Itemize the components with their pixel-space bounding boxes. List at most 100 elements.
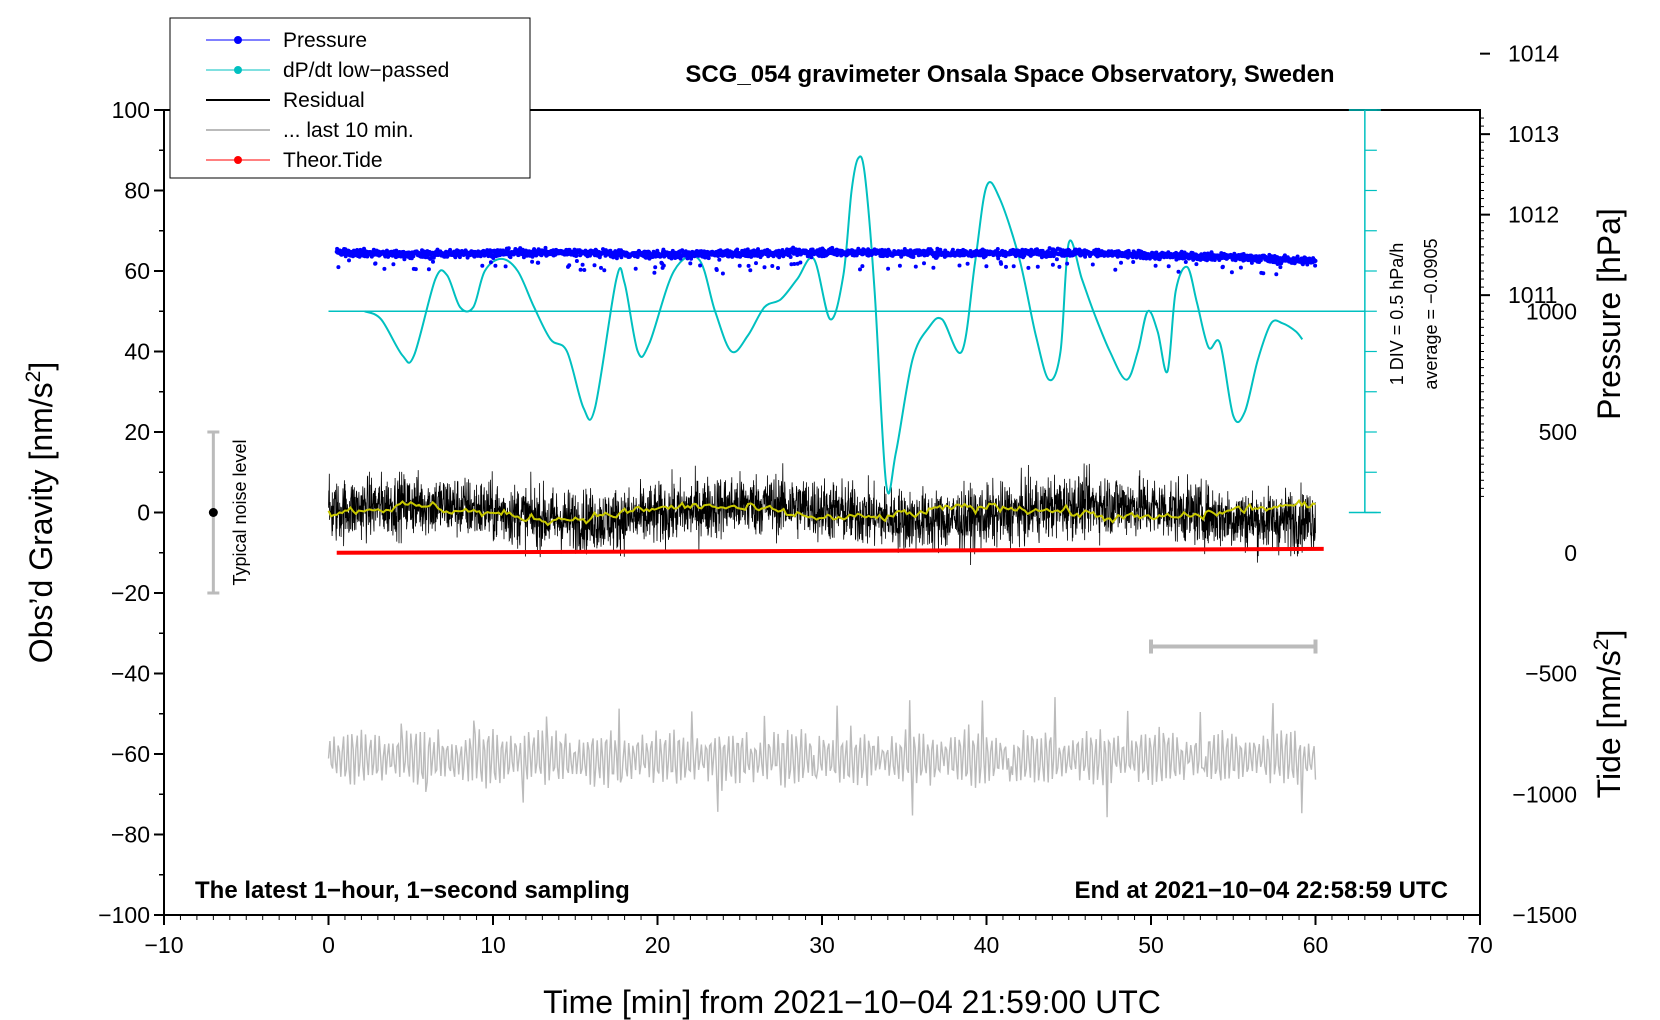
pressure-point	[911, 255, 916, 259]
pressure-point	[1153, 263, 1158, 268]
y-axis-title-pressure: Pressure [hPa]	[1591, 208, 1627, 420]
annotation-sampling: The latest 1−hour, 1−second sampling	[195, 877, 630, 904]
y-axis-title-tide: Tide [nm/s2]	[1590, 630, 1627, 799]
pressure-tick-label: 1012	[1508, 202, 1559, 228]
y-tick-label: −20	[111, 580, 150, 606]
legend-label: ... last 10 min.	[283, 119, 414, 142]
pressure-point	[746, 263, 751, 268]
y-axis-title-gravity-sup: 2	[22, 371, 45, 383]
pressure-point	[580, 262, 585, 267]
x-axis-title: Time [min] from 2021−10−04 21:59:00 UTC	[543, 984, 1161, 1020]
pressure-point	[957, 263, 962, 268]
pressure-point	[493, 263, 498, 268]
legend-swatch-dot	[234, 36, 242, 44]
pressure-point	[651, 249, 656, 254]
legend-label: Residual	[283, 89, 365, 112]
y-tick-label: −40	[111, 661, 150, 687]
pressure-point	[1113, 267, 1118, 272]
pressure-point	[1212, 258, 1217, 262]
pressure-point	[860, 264, 865, 269]
pressure-point	[748, 268, 753, 273]
pressure-point	[536, 260, 541, 265]
x-tick-label: 0	[322, 932, 335, 958]
pressure-point	[1176, 269, 1181, 274]
pressure-point	[382, 266, 387, 271]
x-tick-label: −10	[144, 932, 183, 958]
pressure-point	[661, 263, 666, 268]
y-axis-title-tide-text: Tide [nm/s	[1591, 650, 1627, 798]
x-tick-label: 60	[1303, 932, 1329, 958]
pressure-point	[1313, 258, 1318, 263]
pressure-tick-label: 1014	[1508, 41, 1559, 67]
pressure-point	[881, 254, 886, 259]
legend-label: dP/dt low−passed	[283, 59, 449, 82]
pressure-point	[1278, 265, 1283, 270]
pressure-point	[574, 253, 579, 258]
annotation-end-time: End at 2021−10−04 22:58:59 UTC	[1074, 877, 1448, 904]
x-tick-label: 30	[809, 932, 835, 958]
legend-box	[169, 17, 531, 179]
pressure-point	[448, 247, 453, 252]
pressure-point	[1295, 254, 1300, 259]
tide-tick-label: −1000	[1512, 781, 1577, 807]
pressure-point	[999, 261, 1004, 266]
pressure-point	[506, 246, 511, 251]
pressure-point	[913, 264, 918, 269]
series-layer	[327, 155, 1324, 818]
pressure-point	[365, 254, 370, 259]
pressure-point	[886, 266, 891, 271]
pressure-point	[720, 271, 725, 276]
pressure-point	[762, 265, 767, 270]
pressure-point	[426, 267, 431, 272]
pressure-point	[1026, 265, 1031, 270]
x-tick-label: 40	[974, 932, 1000, 958]
noise-level-center	[208, 508, 218, 517]
pressure-point	[770, 264, 775, 268]
pressure-point	[480, 263, 485, 268]
y-tick-label: −60	[111, 741, 150, 767]
pressure-point	[1282, 253, 1287, 258]
tide-tick-label: 1000	[1526, 298, 1577, 324]
tide-tick-label: −1500	[1512, 902, 1577, 928]
legend-swatch-dot	[234, 156, 242, 164]
pressure-point	[1057, 264, 1062, 269]
pressure-point	[688, 261, 693, 266]
legend-label: Theor.Tide	[283, 149, 383, 172]
pressure-point	[574, 259, 579, 263]
y-axis-title-gravity: Obs’d Gravity [nm/s2]	[22, 362, 59, 664]
chart-title: SCG_054 gravimeter Onsala Space Observat…	[685, 61, 1334, 88]
pressure-point	[706, 256, 711, 261]
annotation-div-scale: 1 DIV = 0.5 hPa/h	[1387, 243, 1407, 386]
series-pressure	[334, 245, 1318, 277]
pressure-point	[530, 259, 535, 264]
pressure-point	[578, 267, 583, 272]
pressure-point	[792, 262, 797, 266]
pressure-point	[373, 261, 378, 266]
pressure-point	[1054, 257, 1059, 262]
legend-items: Pressure dP/dt low−passed Residual ... last…	[206, 29, 449, 172]
pressure-point	[602, 268, 607, 273]
series-residual	[328, 463, 1316, 566]
series-last-10-min	[327, 697, 1317, 818]
tide-tick-label: −500	[1525, 661, 1577, 687]
pressure-point	[337, 248, 342, 253]
y-axis-title-gravity-text: Obs’d Gravity [nm/s	[23, 382, 59, 663]
pressure-point	[413, 267, 418, 272]
y-axis-title-gravity-close: ]	[23, 362, 59, 371]
pressure-point	[897, 263, 902, 268]
y-tick-label: 80	[124, 178, 150, 204]
pressure-point	[652, 270, 657, 275]
pressure-point	[1238, 265, 1243, 270]
pressure-point	[789, 262, 794, 267]
pressure-point	[995, 247, 1000, 251]
annotation-noise-level: Typical noise level	[230, 439, 250, 585]
pressure-point	[735, 247, 740, 252]
y-tick-label: −80	[111, 822, 150, 848]
pressure-point	[653, 265, 658, 270]
pressure-point	[336, 265, 341, 270]
pressure-point	[1313, 263, 1318, 268]
pressure-point	[931, 265, 936, 270]
series-dpdt	[364, 155, 1304, 495]
